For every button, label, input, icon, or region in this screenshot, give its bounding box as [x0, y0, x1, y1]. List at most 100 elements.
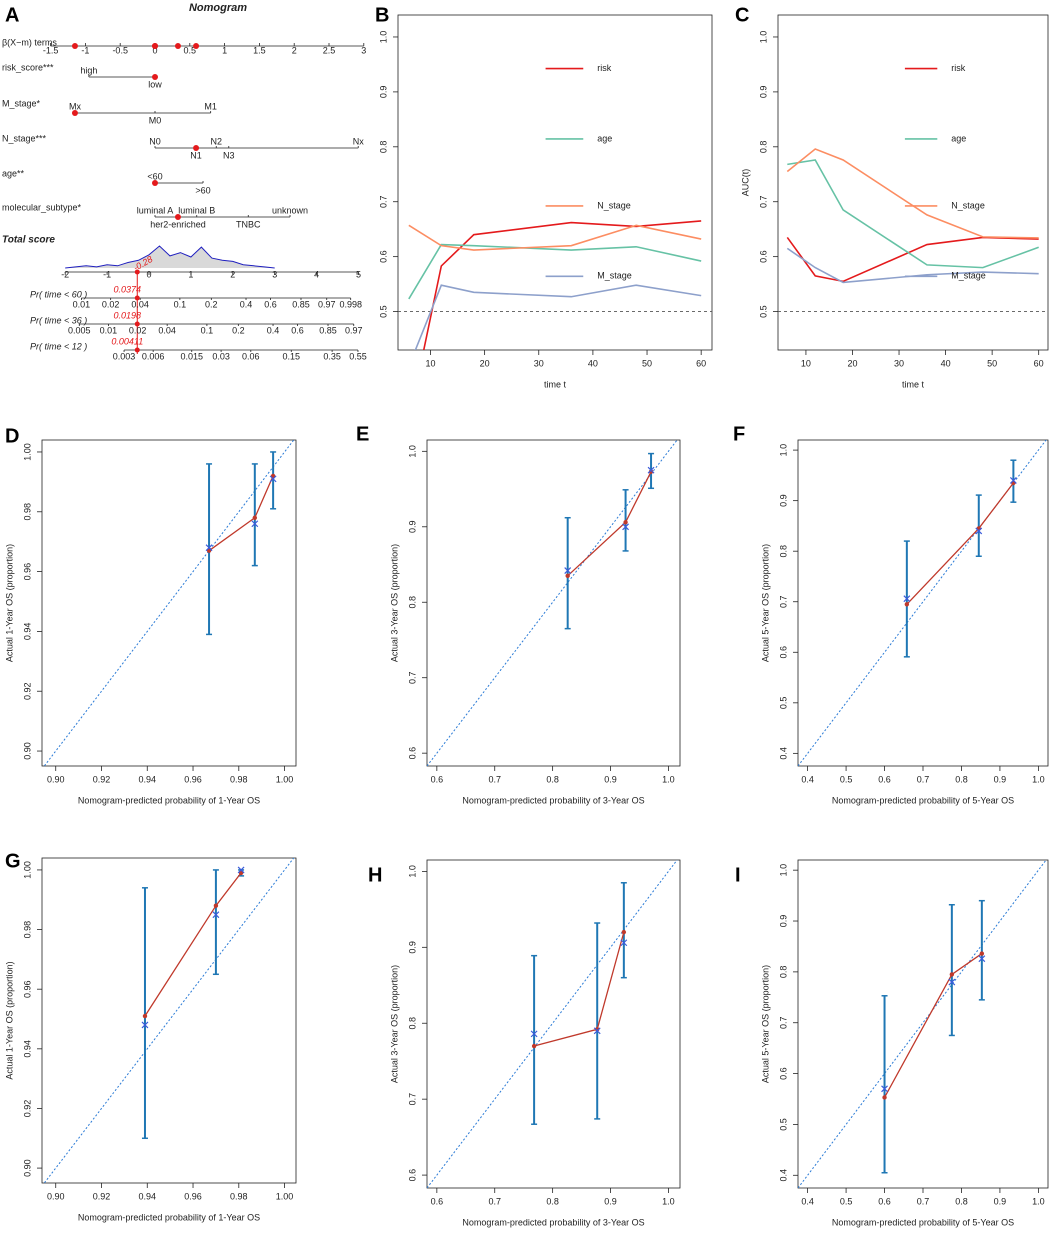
y-tick-label: 0.8 — [778, 545, 788, 558]
panel-letter: H — [368, 864, 382, 886]
probability-tick-label: 0.03 — [212, 351, 230, 361]
observed-point — [531, 1043, 537, 1049]
series-line — [787, 159, 1039, 269]
plot-frame — [41, 857, 297, 1184]
y-tick-label: 0.5 — [378, 305, 388, 318]
y-tick-label: 1.0 — [778, 864, 788, 877]
probability-value: 0.0374 — [114, 284, 142, 294]
beta-axis-label: β(X−m) terms — [2, 37, 57, 47]
plot-area — [427, 440, 678, 766]
level-label: luminal B — [178, 205, 215, 215]
plot-frame — [777, 14, 1049, 351]
y-tick-label: 0.96 — [22, 980, 32, 998]
beta-tick-label: -1.5 — [43, 45, 59, 55]
beta-tick-label: -0.5 — [112, 45, 128, 55]
series-line — [422, 220, 702, 350]
y-tick-label: 0.98 — [22, 921, 32, 939]
panel-letter: F — [733, 423, 745, 445]
corrected-point — [647, 466, 655, 474]
y-axis-label: Actual 3-Year OS (proportion) — [389, 544, 399, 662]
y-tick-label: 0.6 — [778, 1067, 788, 1080]
x-axis-label: Nomogram-predicted probability of 1-Year… — [78, 795, 260, 805]
total-tick-label: -2 — [61, 269, 69, 279]
observed-line — [144, 872, 242, 1017]
y-tick-label: 0.94 — [22, 623, 32, 641]
total-tick-label: 5 — [356, 269, 361, 279]
x-tick-label: 0.9 — [604, 774, 617, 784]
y-tick-label: 0.5 — [778, 697, 788, 710]
corrected-point — [622, 523, 630, 531]
x-tick-label: 0.90 — [47, 1191, 65, 1201]
y-tick-label: 0.9 — [407, 521, 417, 534]
corrected-point — [141, 1021, 149, 1029]
y-tick-label: 0.9 — [378, 86, 388, 99]
corrected-point — [881, 1085, 888, 1093]
x-tick-label: 0.94 — [138, 1191, 156, 1201]
x-axis-label: Nomogram-predicted probability of 1-Year… — [78, 1212, 260, 1222]
observed-point — [621, 929, 627, 935]
beta-point — [152, 43, 158, 49]
level-label: >60 — [195, 185, 210, 195]
y-tick-label: 0.5 — [758, 305, 768, 318]
series-line — [786, 236, 1039, 283]
observed-point — [979, 951, 985, 956]
x-tick-label: 1.0 — [662, 1196, 675, 1206]
y-tick-label: 0.92 — [22, 682, 32, 700]
total-tick-label: -1 — [103, 269, 111, 279]
y-tick-label: 0.8 — [758, 141, 768, 154]
corrected-point — [1009, 477, 1017, 484]
y-tick-label: 1.00 — [22, 443, 32, 461]
probability-tick-label: 0.015 — [180, 351, 203, 361]
y-tick-label: 1.0 — [778, 444, 788, 457]
x-tick-label: 0.7 — [917, 1196, 930, 1206]
y-tick-label: 0.6 — [758, 250, 768, 263]
level-label: N1 — [190, 150, 202, 160]
corrected-point — [564, 567, 572, 574]
y-tick-label: 0.6 — [407, 747, 417, 760]
x-tick-label: 0.92 — [93, 1191, 111, 1201]
observed-line — [883, 953, 983, 1098]
probability-tick-label: 0.6 — [291, 325, 304, 335]
y-tick-label: 0.92 — [22, 1100, 32, 1118]
observed-point — [252, 515, 258, 520]
y-tick-label: 0.7 — [758, 195, 768, 208]
x-tick-label: 0.5 — [840, 774, 853, 784]
y-tick-label: 0.98 — [22, 503, 32, 521]
x-tick-label: 30 — [894, 358, 904, 368]
panel-letter: C — [735, 4, 749, 26]
y-tick-label: 1.00 — [22, 861, 32, 879]
y-tick-label: 0.96 — [22, 563, 32, 581]
level-label: Mx — [69, 101, 81, 111]
probability-value: 0.00411 — [111, 336, 143, 346]
observed-point — [623, 520, 628, 525]
y-tick-label: 0.5 — [778, 1118, 788, 1131]
y-tick-label: 1.0 — [407, 445, 417, 458]
observed-line — [208, 475, 274, 552]
y-tick-label: 0.7 — [778, 595, 788, 608]
beta-tick-label: 1.5 — [253, 45, 266, 55]
row-point — [152, 74, 158, 80]
x-tick-label: 0.9 — [994, 774, 1007, 784]
plot-frame — [41, 439, 297, 767]
level-label: high — [80, 65, 97, 75]
series-line — [408, 224, 702, 251]
x-axis-label: time t — [902, 379, 925, 389]
y-axis-label: Actual 5-Year OS (proportion) — [760, 544, 770, 662]
x-tick-label: 0.98 — [230, 774, 248, 784]
plot-area — [778, 148, 1048, 312]
probability-tick-label: 0.2 — [232, 325, 245, 335]
probability-point — [134, 347, 140, 353]
row-point — [174, 214, 181, 220]
probability-tick-label: 0.1 — [201, 325, 214, 335]
probability-tick-label: 0.06 — [242, 351, 260, 361]
probability-tick-label: 0.85 — [292, 299, 310, 309]
x-axis-label: Nomogram-predicted probability of 5-Year… — [832, 1217, 1014, 1227]
probability-tick-label: 0.998 — [339, 299, 362, 309]
corrected-point — [975, 527, 983, 535]
row-label: risk_score*** — [2, 62, 54, 72]
plot-area — [798, 860, 1047, 1188]
beta-tick-label: 2 — [292, 45, 297, 55]
plot-frame — [397, 14, 713, 351]
ideal-line — [427, 860, 678, 1188]
